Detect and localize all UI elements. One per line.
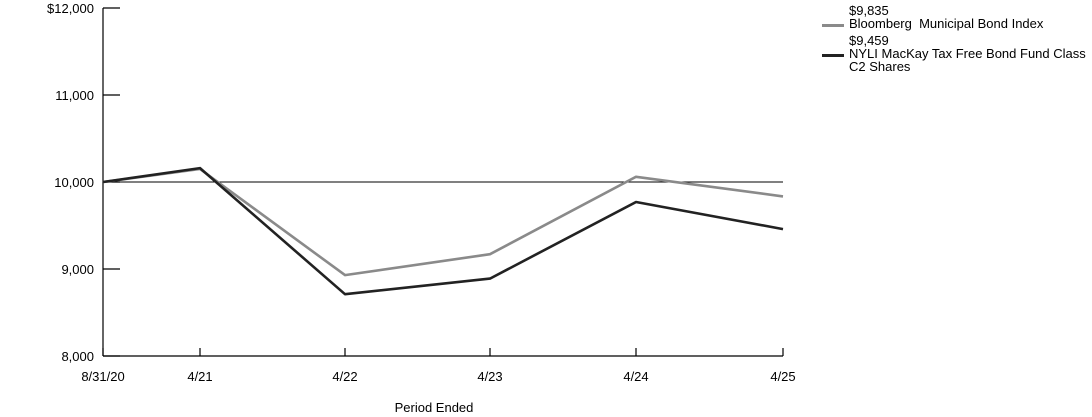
legend-series-name: NYLI MacKay Tax Free Bond Fund Class C2 … (849, 46, 1090, 74)
x-tick-label: 4/22 (332, 369, 357, 384)
legend-end-value: $9,835 (849, 3, 889, 18)
series-line-fund (102, 166, 784, 296)
y-tick-label: $12,000 (47, 1, 94, 16)
x-tick-label: 4/24 (623, 369, 648, 384)
legend-entry-fund: $9,459 NYLI MacKay Tax Free Bond Fund Cl… (822, 34, 1092, 73)
legend-series-name: Bloomberg Municipal Bond Index (849, 16, 1044, 31)
x-axis-title: Period Ended (395, 400, 474, 415)
x-tick-label: 4/25 (770, 369, 795, 384)
series-lines (102, 166, 784, 296)
x-tick-label: 4/21 (187, 369, 212, 384)
y-tick-label: 9,000 (61, 262, 94, 277)
legend-swatch-fund (822, 54, 844, 57)
legend-end-value: $9,459 (849, 33, 889, 48)
legend-swatch-index (822, 24, 844, 27)
y-tick-label: 10,000 (54, 175, 94, 190)
y-tick-label: 8,000 (61, 349, 94, 364)
x-tick-label: 4/23 (477, 369, 502, 384)
series-line-index (102, 167, 784, 277)
tick-labels: 8,000 9,000 10,000 11,000 $12,000 8/31/20 4/21… (47, 1, 796, 384)
legend: $9,835 Bloomberg Municipal Bond Index $9… (822, 4, 1090, 77)
y-tick-label: 11,000 (55, 88, 94, 103)
x-tick-label: 8/31/20 (81, 369, 124, 384)
legend-entry-index: $9,835 Bloomberg Municipal Bond Index (822, 4, 1090, 30)
